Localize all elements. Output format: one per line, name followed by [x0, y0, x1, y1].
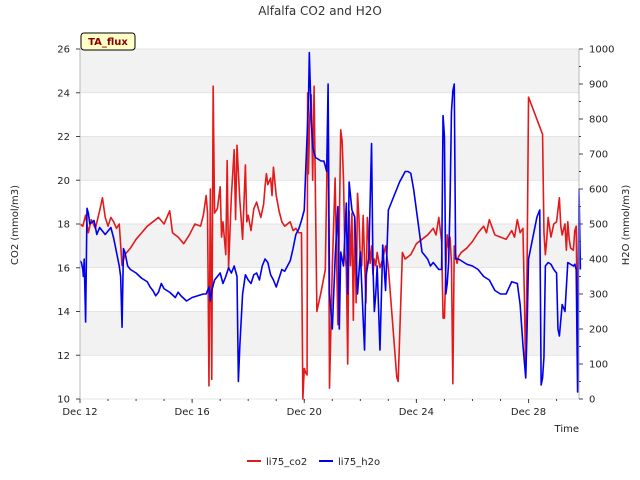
grid-band — [80, 136, 579, 181]
axes-group: 10 12 14 16 18 20 22 24 26 0 100 200 300 400 500 600 700… — [57, 45, 614, 419]
y2-tick-label: 300 — [589, 290, 608, 301]
ta-flux-badge: TA_flux — [80, 32, 136, 51]
y-tick-label: 16 — [57, 263, 70, 274]
y2-tick-label: 100 — [589, 360, 608, 371]
ta-flux-badge-text: TA_flux — [88, 37, 128, 48]
x-tick-label: Dec 20 — [287, 407, 322, 418]
grid-band — [80, 49, 579, 93]
y2-tick-label: 1000 — [589, 45, 614, 56]
legend-label-li75-h2o: li75_h2o — [338, 457, 380, 468]
x-tick-label: Dec 12 — [62, 407, 97, 418]
y2-tick-label: 500 — [589, 220, 608, 231]
legend-label-li75-co2: li75_co2 — [266, 457, 307, 468]
chart-title: Alfalfa CO2 and H2O — [258, 4, 382, 18]
y-tick-label: 14 — [57, 307, 70, 318]
series-line-li75-co2 — [79, 85, 580, 400]
y-tick-label: 18 — [57, 220, 70, 231]
x-tick-label: Dec 16 — [175, 407, 210, 418]
legend: li75_co2 li75_h2o — [247, 457, 380, 468]
y2-tick-label: 900 — [589, 80, 608, 91]
y2-tick-label: 400 — [589, 255, 608, 266]
y-tick-label: 26 — [57, 45, 70, 56]
y-tick-label: 10 — [57, 395, 70, 406]
y2-tick-label: 0 — [589, 395, 595, 406]
series-group — [79, 51, 582, 400]
ta-flux-badge-box — [80, 32, 136, 51]
y-tick-label: 20 — [57, 176, 70, 187]
x-axis-label: Time — [554, 424, 579, 435]
y2-tick-label: 700 — [589, 150, 608, 161]
series-line-li75-h2o — [79, 51, 582, 393]
y2-tick-label: 200 — [589, 325, 608, 336]
x-tick-label: Dec 24 — [399, 407, 434, 418]
x-tick-label: Dec 28 — [511, 407, 546, 418]
y-tick-label: 24 — [57, 88, 70, 99]
y-tick-label: 12 — [57, 351, 70, 362]
y-axis-left-label: CO2 (mmol/m3) — [10, 185, 21, 265]
y-tick-label: 22 — [57, 132, 70, 143]
y2-tick-label: 600 — [589, 185, 608, 196]
y-axis-right-label: H2O (mmol/m3) — [621, 185, 632, 266]
y2-tick-label: 800 — [589, 115, 608, 126]
